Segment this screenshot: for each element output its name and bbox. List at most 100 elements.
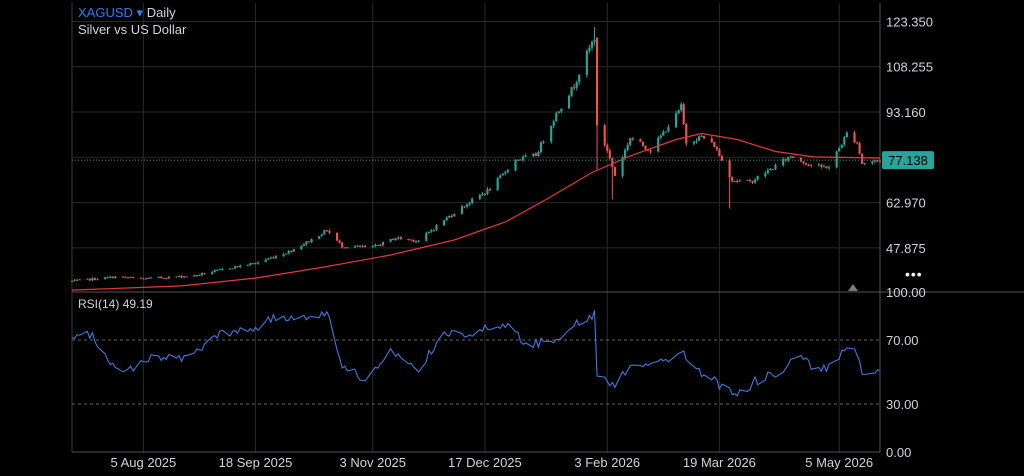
rsi-legend[interactable]: RSI(14) 49.19 [78, 297, 153, 311]
candle-body[interactable] [443, 220, 446, 226]
candle-body[interactable] [748, 180, 752, 182]
candle-body[interactable] [376, 244, 379, 246]
candle-body[interactable] [287, 250, 290, 254]
candle-body[interactable] [840, 144, 843, 148]
candle-body[interactable] [787, 157, 790, 161]
candle-body[interactable] [216, 269, 219, 271]
candle-body[interactable] [822, 166, 826, 168]
candle-body[interactable] [285, 253, 288, 255]
candle-body[interactable] [692, 141, 696, 144]
candle-body[interactable] [792, 156, 795, 159]
symbol-label[interactable]: XAGUSD [78, 5, 133, 20]
candle-body[interactable] [621, 157, 624, 176]
candle-body[interactable] [435, 225, 438, 230]
candle-body[interactable] [394, 238, 397, 241]
candle-body[interactable] [200, 273, 204, 276]
candle-body[interactable] [680, 104, 683, 111]
candle-body[interactable] [573, 87, 576, 89]
candle-body[interactable] [86, 278, 89, 280]
candle-body[interactable] [631, 138, 634, 140]
candle-body[interactable] [228, 268, 232, 270]
candle-body[interactable] [555, 113, 558, 122]
candle-body[interactable] [389, 238, 392, 242]
candle-body[interactable] [160, 276, 163, 278]
candle-body[interactable] [514, 159, 517, 171]
candle-body[interactable] [251, 263, 255, 265]
candle-body[interactable] [185, 276, 188, 278]
candle-body[interactable] [499, 175, 502, 179]
candle-body[interactable] [425, 233, 428, 241]
symbol-header[interactable]: XAGUSD ▾ Daily [78, 5, 176, 21]
candle-body[interactable] [213, 270, 216, 273]
candle-body[interactable] [756, 176, 759, 180]
candle-body[interactable] [175, 276, 178, 278]
candle-body[interactable] [256, 262, 260, 264]
candle-body[interactable] [590, 41, 594, 48]
timeframe-label[interactable]: Daily [146, 5, 176, 20]
current-price-tag[interactable] [882, 151, 934, 170]
candle-body[interactable] [804, 163, 808, 165]
candle-body[interactable] [728, 160, 731, 178]
candle-body[interactable] [550, 125, 553, 142]
candle-body[interactable] [639, 139, 642, 142]
candle-body[interactable] [595, 37, 599, 126]
candle-body[interactable] [325, 230, 328, 232]
candle-body[interactable] [267, 258, 270, 260]
candle-body[interactable] [290, 250, 293, 252]
candle-body[interactable] [675, 113, 678, 128]
candle-body[interactable] [532, 153, 535, 156]
candle-body[interactable] [379, 244, 382, 246]
candle-body[interactable] [649, 150, 652, 152]
more-options-icon[interactable]: ••• [905, 266, 923, 282]
candle-body[interactable] [524, 155, 527, 157]
candle-body[interactable] [177, 275, 181, 277]
candle-body[interactable] [697, 136, 701, 141]
candle-body[interactable] [302, 244, 306, 246]
candle-body[interactable] [132, 277, 135, 279]
candle-body[interactable] [878, 160, 882, 162]
candle-body[interactable] [478, 195, 481, 199]
candle-body[interactable] [448, 215, 451, 218]
candle-body[interactable] [195, 275, 198, 277]
candle-body[interactable] [825, 166, 828, 169]
candle-body[interactable] [557, 111, 560, 114]
candle-body[interactable] [863, 163, 866, 165]
candle-body[interactable] [246, 265, 249, 267]
candle-body[interactable] [664, 131, 667, 133]
candle-body[interactable] [876, 160, 879, 162]
candle-body[interactable] [198, 275, 201, 277]
candle-body[interactable] [109, 276, 112, 278]
candle-body[interactable] [114, 276, 117, 279]
candle-body[interactable] [641, 141, 645, 146]
candle-body[interactable] [516, 159, 520, 161]
candle-body[interactable] [835, 151, 838, 168]
candle-body[interactable] [392, 238, 395, 241]
candle-body[interactable] [720, 156, 724, 161]
candle-body[interactable] [695, 140, 698, 142]
symbol-dropdown-icon[interactable]: ▾ [136, 5, 144, 20]
candle-body[interactable] [269, 257, 272, 259]
candle-body[interactable] [784, 159, 787, 161]
candle-body[interactable] [111, 276, 114, 279]
candle-body[interactable] [575, 82, 578, 88]
candle-body[interactable] [817, 164, 820, 166]
candle-body[interactable] [399, 237, 402, 239]
candle-body[interactable] [307, 241, 311, 243]
candle-body[interactable] [764, 173, 767, 177]
candle-body[interactable] [254, 263, 257, 265]
candle-body[interactable] [746, 180, 749, 182]
candle-body[interactable] [626, 145, 629, 150]
candle-body[interactable] [70, 280, 74, 282]
candle-body[interactable] [180, 275, 183, 278]
candle-body[interactable] [341, 242, 344, 248]
candle-body[interactable] [861, 153, 864, 164]
candle-body[interactable] [782, 159, 785, 166]
candle-body[interactable] [853, 132, 856, 143]
candle-body[interactable] [820, 164, 823, 167]
candle-body[interactable] [715, 147, 718, 150]
candle-body[interactable] [567, 95, 571, 109]
candle-body[interactable] [211, 272, 214, 275]
candle-body[interactable] [662, 131, 665, 136]
candle-body[interactable] [570, 87, 573, 96]
candle-body[interactable] [142, 278, 145, 280]
